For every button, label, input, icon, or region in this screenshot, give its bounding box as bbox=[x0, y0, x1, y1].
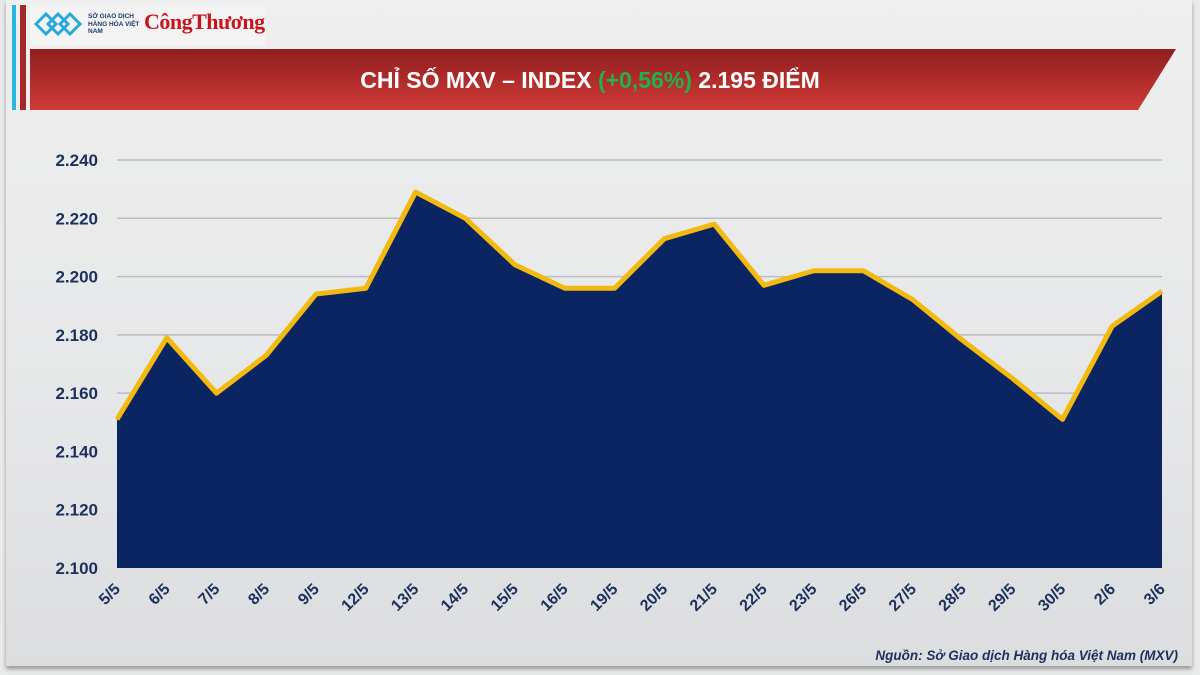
accent-stripe-red bbox=[20, 5, 26, 110]
area-fill bbox=[117, 192, 1162, 569]
x-tick-label: 8/5 bbox=[245, 581, 273, 609]
x-tick-label: 6/5 bbox=[146, 581, 174, 609]
x-tick-label: 29/5 bbox=[986, 581, 1020, 615]
x-tick-label: 13/5 bbox=[388, 581, 422, 615]
source-note: Nguồn: Sở Giao dịch Hàng hóa Việt Nam (M… bbox=[875, 648, 1178, 663]
x-tick-label: 22/5 bbox=[737, 581, 771, 615]
mxv-logo-icon bbox=[34, 12, 83, 36]
mxv-logo-text: SỞ GIAO DỊCH HÀNG HÓA VIỆT NAM bbox=[88, 13, 140, 35]
x-tick-label: 5/5 bbox=[96, 581, 124, 609]
series-line bbox=[114, 189, 1164, 422]
congthuong-logo: CôngThương bbox=[144, 9, 265, 34]
title-banner bbox=[30, 49, 1176, 110]
y-tick-label: 2.160 bbox=[55, 384, 98, 403]
accent-stripe-blue bbox=[12, 5, 16, 110]
x-tick-label: 14/5 bbox=[438, 581, 472, 615]
x-tick-label: 19/5 bbox=[587, 581, 621, 615]
x-tick-label: 28/5 bbox=[936, 581, 970, 615]
x-tick-label: 30/5 bbox=[1035, 581, 1069, 615]
x-tick-label: 3/6 bbox=[1141, 581, 1169, 609]
x-tick-label: 2/6 bbox=[1091, 581, 1119, 609]
title-prefix: CHỈ SỐ MXV – INDEX bbox=[360, 67, 598, 93]
title-suffix: 2.195 ĐIỂM bbox=[691, 67, 820, 93]
x-tick-label: 20/5 bbox=[637, 581, 671, 615]
y-tick-label: 2.220 bbox=[55, 209, 98, 228]
x-tick-label: 15/5 bbox=[488, 581, 522, 615]
title-change: (+0,56%) bbox=[597, 67, 692, 93]
x-tick-label: 27/5 bbox=[886, 581, 920, 615]
x-tick-label: 16/5 bbox=[538, 581, 572, 615]
x-tick-label: 9/5 bbox=[295, 581, 323, 609]
x-tick-label: 23/5 bbox=[786, 581, 820, 615]
y-tick-label: 2.240 bbox=[55, 151, 98, 170]
y-tick-label: 2.200 bbox=[55, 268, 98, 287]
y-tick-label: 2.140 bbox=[55, 442, 98, 461]
chart-title: CHỈ SỐ MXV – INDEX (+0,56%) 2.195 ĐIỂM bbox=[30, 49, 1150, 110]
logo-box bbox=[30, 5, 266, 45]
x-tick-label: 7/5 bbox=[196, 581, 224, 609]
x-tick-label: 12/5 bbox=[339, 581, 373, 615]
y-tick-label: 2.120 bbox=[55, 501, 98, 520]
y-tick-label: 2.100 bbox=[55, 559, 98, 578]
x-tick-label: 26/5 bbox=[836, 581, 870, 615]
x-tick-label: 21/5 bbox=[687, 581, 721, 615]
y-tick-label: 2.180 bbox=[55, 326, 98, 345]
